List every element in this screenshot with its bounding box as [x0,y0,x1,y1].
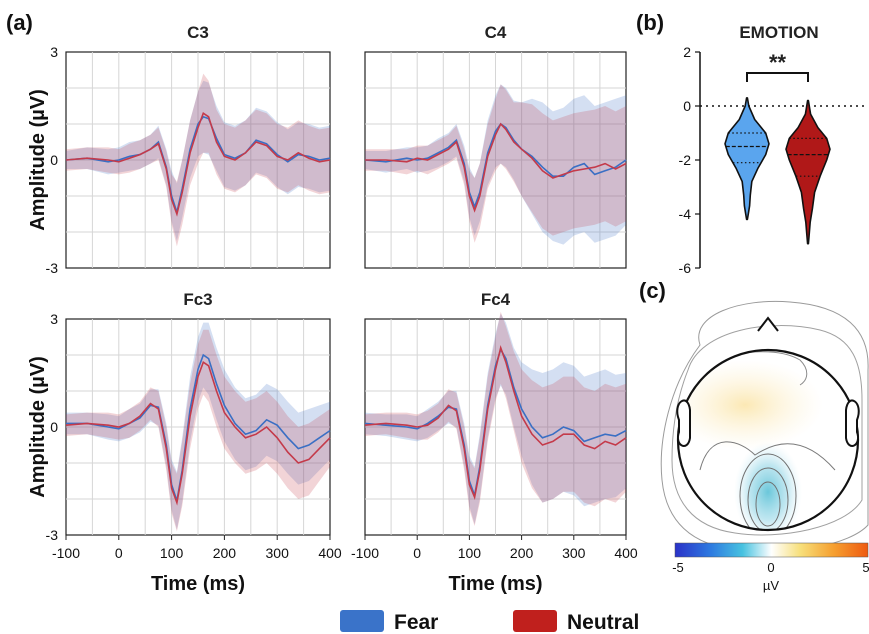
x-axis-title: Time (ms) [448,573,542,595]
error-band-neutral [365,311,626,526]
violin-plot: EMOTION 2 0 -2 -4 -6 ** [679,23,864,276]
legend-label-neutral: Neutral [567,611,639,634]
significance-bracket [746,72,809,82]
erp-plot-c3: C3 3 0 -3 [46,23,331,276]
panel-label-c: (c) [639,278,666,303]
x-tick-label: -100 [52,545,80,561]
violin-neutral [785,99,831,245]
series-line-neutral [364,345,627,500]
x-axis-title: Time (ms) [151,573,245,595]
erp-plots: C3 3 0 -3 C4 Fc3 3 0 -3 -100 0 100 200 300 400 Time (ms… [46,23,638,595]
violin-y-tick-label: 0 [683,98,691,114]
violin-title: EMOTION [739,23,818,42]
x-tick-label: 400 [614,545,638,561]
panel-label-b: (b) [636,10,664,35]
topomap-positive-region [678,360,823,450]
error-band-fear [365,84,626,245]
legend: Fear Neutral [340,610,639,634]
x-tick-label: 0 [413,545,421,561]
topomap-contour-3 [739,453,797,530]
colorbar-tick-max: 5 [862,560,869,575]
x-tick-label: 100 [458,545,482,561]
y-axis-title-top: Amplitude (µV) [27,89,49,231]
violin-y-tick-label: 2 [683,44,691,60]
legend-swatch-neutral [513,610,557,632]
series-line-neutral [65,111,331,217]
colorbar-tick-min: -5 [672,560,684,575]
plot-title: C3 [187,23,209,42]
x-tick-label: 400 [318,545,342,561]
violin-y-tick-label: -4 [679,206,692,222]
error-band-neutral [365,84,626,243]
topographic-map: -5 0 5 µV [660,300,869,593]
violin-y-tick-label: -6 [679,260,692,276]
x-tick-label: -100 [351,545,379,561]
x-tick-label: 100 [160,545,184,561]
y-tick-label: -3 [46,260,59,276]
panel-label-a: (a) [6,10,33,35]
violin-body: 2 0 -2 -4 -6 ** [679,44,864,276]
violin-fear [724,97,770,221]
y-tick-label: -3 [46,527,59,543]
left-ear [676,399,691,447]
colorbar-tick-mid: 0 [767,560,774,575]
y-axis-title-bottom: Amplitude (µV) [27,356,49,498]
x-tick-label: 200 [510,545,534,561]
erp-plot-fc4: Fc4 -100 0 100 200 300 400 Time (ms) [351,290,638,595]
colorbar-label: µV [763,578,779,593]
topomap-contour-6 [699,441,836,471]
error-band-fear [66,80,330,241]
plot-title: Fc4 [481,290,511,309]
y-tick-label: 0 [50,419,58,435]
plot-title: Fc3 [183,290,212,309]
topomap-fill [678,351,836,530]
x-tick-label: 300 [266,545,290,561]
legend-label-fear: Fear [394,611,438,634]
erp-plot-fc3: Fc3 3 0 -3 -100 0 100 200 300 400 Time (ms) [46,290,342,595]
x-tick-label: 0 [115,545,123,561]
topomap-contour-5 [755,481,781,527]
y-tick-label: 0 [50,152,58,168]
error-band-fear [365,313,626,525]
topomap-contour-2 [671,325,863,536]
plot-title: C4 [485,23,507,42]
x-tick-label: 200 [213,545,237,561]
topomap-contour-4 [747,467,789,530]
y-tick-label: 3 [50,44,58,60]
colorbar [674,542,869,558]
legend-swatch-fear [340,610,384,632]
nose [757,316,779,332]
significance-marker: ** [769,50,787,75]
series-line-neutral [365,122,627,213]
x-tick-label: 300 [562,545,586,561]
violin-y-tick-label: -2 [679,152,692,168]
series-line-neutral [65,360,331,506]
erp-plot-c4: C4 [364,23,627,269]
y-tick-label: 3 [50,311,58,327]
right-ear [845,399,860,447]
error-band-neutral [66,73,330,247]
